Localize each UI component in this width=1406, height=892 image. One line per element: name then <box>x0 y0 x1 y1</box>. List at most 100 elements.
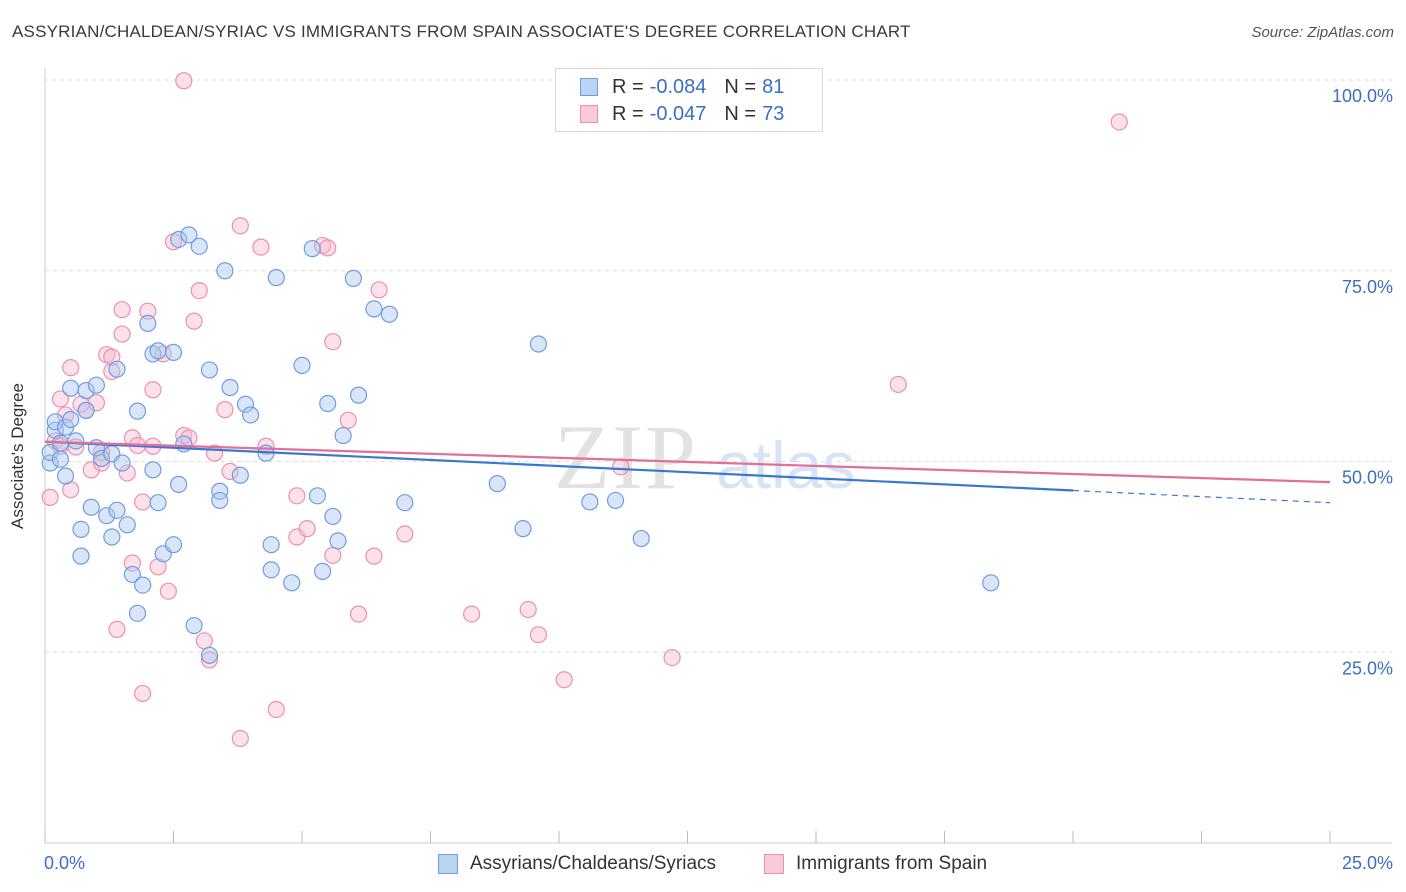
data-point <box>98 507 116 525</box>
y-tick-label: 25.0% <box>1342 658 1393 678</box>
data-point <box>612 458 630 476</box>
data-point <box>308 487 327 505</box>
data-point <box>211 482 229 500</box>
y-tick-label: 100.0% <box>1332 86 1393 106</box>
data-point <box>262 536 280 554</box>
data-point <box>62 410 80 429</box>
data-point <box>298 520 316 538</box>
watermark-zip: ZIP <box>554 406 698 508</box>
data-point <box>349 605 368 623</box>
data-point <box>77 401 95 419</box>
data-point <box>103 528 121 546</box>
y-tick-label: 75.0% <box>1342 277 1393 297</box>
data-point <box>62 359 80 377</box>
data-point <box>581 493 599 511</box>
data-point <box>231 729 249 748</box>
legend-n-label: N = <box>724 102 757 125</box>
data-point <box>231 466 249 484</box>
data-point <box>118 464 136 482</box>
data-point <box>113 301 131 319</box>
data-point <box>463 605 481 623</box>
legend-label: Assyrians/Chaldeans/Syriacs <box>470 853 717 874</box>
legend-n-value: 73 <box>762 102 785 125</box>
data-point <box>200 646 219 664</box>
data-point <box>283 574 301 592</box>
data-point <box>175 72 193 90</box>
data-point <box>62 379 80 397</box>
y-tick-label: 50.0% <box>1342 468 1393 488</box>
data-point <box>51 390 70 408</box>
data-point <box>236 395 255 413</box>
trend-line-spain <box>44 440 1331 484</box>
data-point <box>128 402 147 420</box>
data-point <box>606 491 625 510</box>
data-point <box>164 536 183 554</box>
data-point <box>113 454 131 472</box>
data-point <box>108 620 126 638</box>
data-point <box>159 582 177 600</box>
data-point <box>319 394 337 413</box>
chart-title: ASSYRIAN/CHALDEAN/SYRIAC VS IMMIGRANTS F… <box>12 22 911 41</box>
legend-swatch-pink <box>580 105 598 123</box>
data-point <box>488 475 506 493</box>
data-point <box>139 302 157 320</box>
data-point <box>216 262 234 280</box>
source-label: Source: ZipAtlas.com <box>1251 24 1394 41</box>
data-point <box>1110 113 1128 131</box>
data-point <box>82 461 100 479</box>
legend-n-label: N = <box>724 75 757 98</box>
data-point <box>82 498 100 516</box>
data-point <box>195 632 213 650</box>
data-point <box>221 378 239 397</box>
data-point <box>396 525 414 543</box>
watermark: ZIP atlas <box>554 406 855 508</box>
bottom-legend-spain: Immigrants from Spain <box>764 852 987 876</box>
legend-swatch-blue <box>580 78 598 96</box>
data-point <box>313 562 332 580</box>
data-point <box>365 547 383 565</box>
legend-r-value: -0.047 <box>649 102 707 125</box>
legend-label: Immigrants from Spain <box>796 853 988 874</box>
data-point <box>339 411 357 429</box>
data-point <box>324 333 342 351</box>
data-point <box>128 604 147 622</box>
bottom-legend-assyrians: Assyrians/Chaldeans/Syriacs <box>438 852 716 876</box>
legend-r-label: R = <box>612 75 644 98</box>
data-point <box>149 558 167 576</box>
data-point <box>108 501 126 519</box>
data-point <box>56 406 75 424</box>
data-point <box>380 305 398 323</box>
grid-lines <box>45 79 1392 653</box>
data-point <box>257 437 275 455</box>
data-point <box>190 237 208 255</box>
data-point <box>67 432 85 450</box>
data-point <box>185 312 203 330</box>
data-point <box>334 426 352 445</box>
data-point <box>555 671 573 689</box>
data-point <box>77 381 95 400</box>
data-point <box>144 461 162 479</box>
legend-r-value: -0.084 <box>649 75 707 98</box>
trend-line-assyrians-extension <box>1072 489 1331 504</box>
x-tick-labels: 0.0% 25.0% <box>44 853 1393 873</box>
data-point <box>349 386 368 404</box>
data-point <box>134 576 152 594</box>
y-axis-label: Associate's Degree <box>8 383 27 529</box>
data-point <box>149 342 167 360</box>
data-point <box>139 314 157 332</box>
data-point <box>216 401 234 419</box>
x-tick-label: 0.0% <box>44 853 85 873</box>
data-point <box>288 487 306 505</box>
trend-line-assyrians <box>44 440 1074 492</box>
data-point <box>123 565 141 584</box>
data-point <box>200 651 219 669</box>
data-point <box>370 281 388 299</box>
data-point <box>514 520 532 538</box>
data-point <box>303 240 321 258</box>
legend-r-label: R = <box>612 102 644 125</box>
data-point <box>889 375 907 394</box>
data-point <box>519 600 537 619</box>
axes <box>44 68 1392 844</box>
data-point <box>118 516 136 534</box>
